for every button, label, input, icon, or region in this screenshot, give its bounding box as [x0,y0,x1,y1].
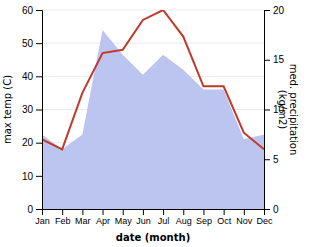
tick-label: 30 [22,104,34,115]
y-axis: 0 10 20 30 40 50 60 [22,5,43,215]
tick-mark [36,143,42,144]
y2-axis-title-line: (kg/m2) [277,90,288,130]
tick-mark [264,110,270,111]
tick-label: Sep [196,216,212,226]
tick-label: Jan [35,216,50,226]
tick-mark [264,209,270,210]
axis-line [36,11,43,210]
tick-mark [264,10,270,11]
tick-mark [163,209,164,215]
marks [42,10,264,209]
x-axis-title: date (month) [116,232,190,243]
tick-label: Jul [158,216,170,226]
tick: 60 [22,5,42,16]
axis-line [265,11,271,210]
tick-mark [36,43,42,44]
tick-label: 50 [22,38,34,49]
tick-label: Apr [96,216,110,226]
tick: Feb [55,209,71,226]
tick-label: 0 [27,204,33,215]
y-axis-title: max temp (C) [2,75,13,144]
tick-label: 0 [273,204,279,215]
tick-mark [36,176,42,177]
tick-mark [62,209,63,215]
tick: 50 [22,38,42,49]
tick: Aug [176,209,192,226]
tick: May [115,209,133,226]
tick-mark [183,209,184,215]
tick-label: May [115,216,133,226]
grid-line [42,10,264,11]
y2-axis-title: med. precipitation(kg/m2) [277,64,300,156]
tick: 15 [264,54,285,65]
tick-mark [82,209,83,215]
tick-label: Aug [176,216,192,226]
grid [42,10,264,209]
tick: Jun [136,209,151,226]
tick-label: Oct [217,216,232,226]
line [42,10,264,149]
tick-label: 5 [273,154,279,165]
plot-area: JanFebMarAprMayJunJulAugSepOctNovDec0102… [22,5,285,227]
tick: 0 [27,204,42,215]
tick-mark [36,209,42,210]
x-axis: Jan Feb Mar Apr MayJun Jul Aug Sep Oct NovDec [35,209,273,226]
tick: 40 [22,71,42,82]
tick-label: Nov [236,216,253,226]
tick: 10 [22,171,42,182]
tick: 30 [22,104,42,115]
axis-line [43,210,265,216]
tick: 20 [264,5,285,16]
tick: Mar [75,209,91,226]
tick-label: Dec [256,216,273,226]
tick-mark [143,209,144,215]
tick-label: 20 [22,137,34,148]
area [42,30,264,209]
tick: Dec [256,209,273,226]
y2-axis-title-line: med. precipitation [288,64,299,156]
tick: 0 [264,204,279,215]
tick-mark [264,159,270,160]
tick-label: 10 [22,171,34,182]
tick: Jul [158,209,170,226]
tick: Apr [96,209,110,226]
tick-label: 20 [273,5,285,16]
tick-mark [264,60,270,61]
tick: Oct [217,209,232,226]
grid-line [42,43,264,44]
tick: Sep [196,209,212,226]
tick-mark [224,209,225,215]
tick-label: Mar [75,216,91,226]
chart: JanFebMarAprMayJunJulAugSepOctNovDec0102… [0,0,318,247]
tick-mark [203,209,204,215]
tick-mark [244,209,245,215]
tick-label: 40 [22,71,34,82]
tick-label: Jun [136,216,151,226]
tick-mark [36,76,42,77]
tick-label: 15 [273,54,285,65]
tick-mark [36,110,42,111]
tick: Nov [236,209,253,226]
tick: Jan [35,209,50,226]
tick: 20 [22,137,42,148]
tick-label: Feb [55,216,71,226]
tick-mark [36,10,42,11]
tick: 5 [264,154,279,165]
tick-label: 60 [22,5,34,16]
tick-mark [123,209,124,215]
tick-mark [103,209,104,215]
